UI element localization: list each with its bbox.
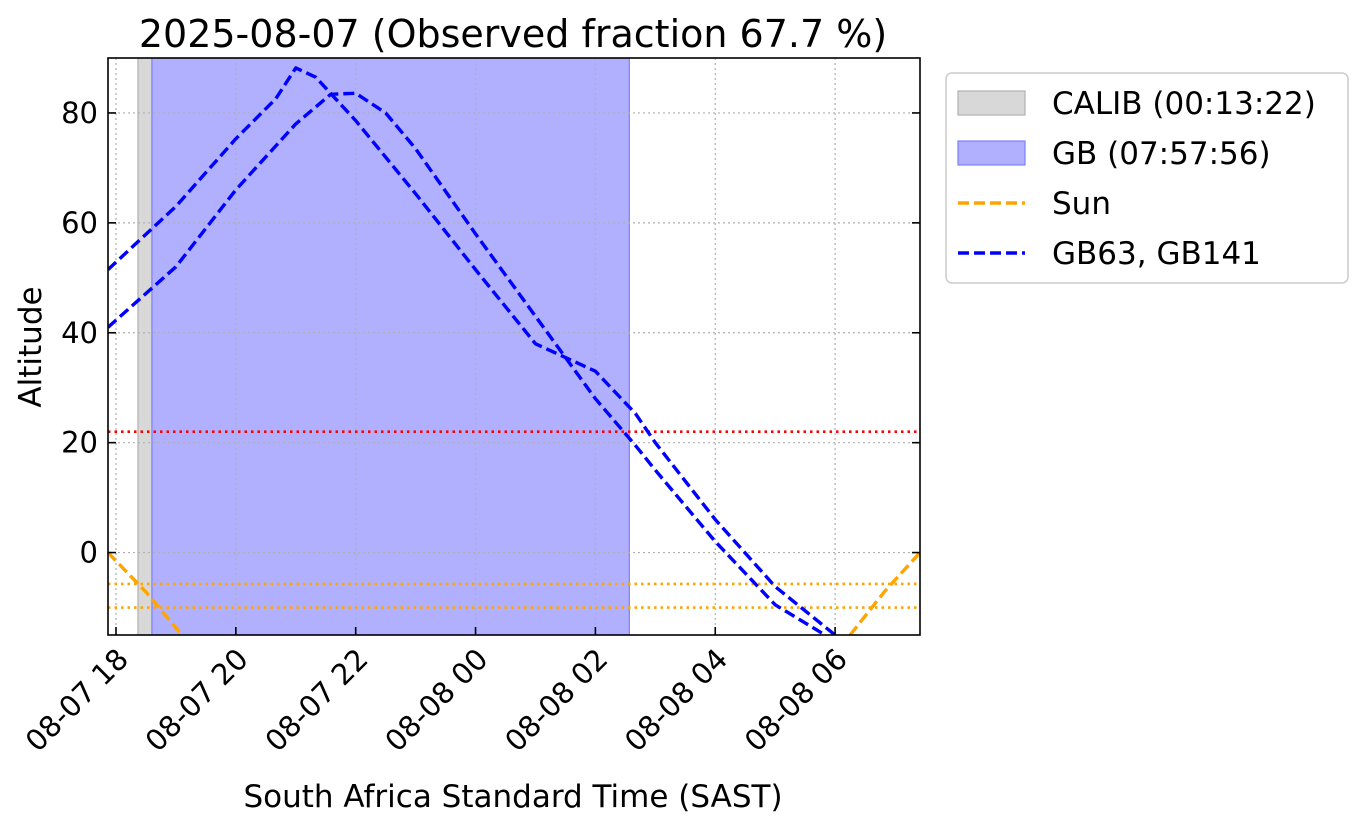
y-tick-label: 60 (61, 206, 98, 240)
series-sun (848, 551, 920, 635)
series-sun (108, 551, 184, 635)
span-1 (151, 58, 630, 635)
legend-label: CALIB (00:13:22) (1052, 86, 1316, 122)
x-tick-label: 08-08 00 (378, 642, 494, 758)
legend-label: GB (07:57:56) (1052, 136, 1271, 172)
plot-area: 08-07 18 08-07 20 08-07 22 08-08 00 08-08 02… (19, 57, 921, 758)
y-tick-label: 20 (61, 426, 98, 460)
x-tick-label: 08-07 20 (139, 642, 255, 758)
x-tick-label: 08-08 04 (618, 642, 734, 758)
legend-frame (945, 72, 1349, 284)
legend-swatch (957, 140, 1026, 166)
x-axis-label: South Africa Standard Time (SAST) (243, 779, 782, 815)
y-tick-label: 40 (61, 316, 98, 350)
series-gb141 (108, 91, 826, 635)
x-tick-label: 08-08 02 (498, 642, 614, 758)
legend-swatch (957, 90, 1026, 116)
legend-label: Sun (1052, 186, 1111, 222)
x-tick-label: 08-08 06 (738, 642, 854, 758)
plot-frame (107, 57, 921, 636)
legend: CALIB (00:13:22) GB (07:57:56) Sun GB63, GB… (945, 72, 1349, 284)
legend-label: GB63, GB141 (1052, 236, 1261, 272)
chart-title: 2025-08-07 (Observed fraction 67.7 %) (139, 12, 887, 56)
y-axis-label: Altitude (13, 286, 49, 407)
y-tick-label: 0 (80, 536, 98, 570)
y-tick-label: 80 (61, 96, 98, 130)
span-0 (137, 58, 153, 635)
x-tick-label: 08-07 22 (258, 642, 374, 758)
series-gb63 (108, 66, 837, 635)
x-tick-label: 08-07 18 (19, 642, 135, 758)
